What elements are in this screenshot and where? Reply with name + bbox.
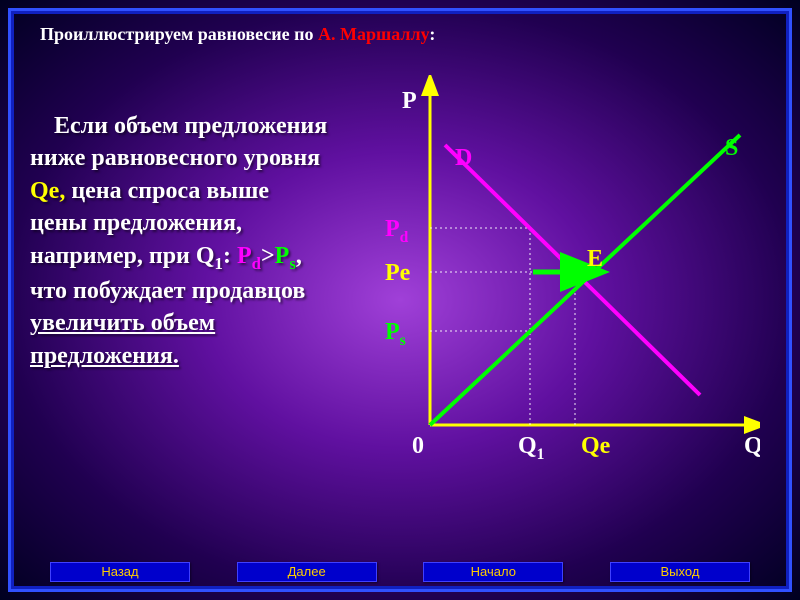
body-gt: > [261,243,275,269]
svg-text:E: E [587,246,603,272]
marshall-chart: P Q 0 D S E Pd Pe Ps Q1 Qe [370,75,760,485]
title-prefix: Проиллюстрируем равновесие по [40,24,318,44]
home-button[interactable]: Начало [423,562,563,582]
body-t3: : [223,243,237,269]
body-q1sub: 1 [215,253,223,272]
body-pd-base: P [237,243,252,269]
slide-title: Проиллюстрируем равновесие по А. Маршалл… [40,24,760,45]
body-qe: Qe, [30,178,65,204]
title-accent: А. Маршаллу [318,24,429,44]
exit-button[interactable]: Выход [610,562,750,582]
svg-text:Q: Q [744,433,760,459]
next-button[interactable]: Далее [237,562,377,582]
body-emph: увеличить объем предложения. [30,310,215,368]
back-button[interactable]: Назад [50,562,190,582]
svg-text:Pd: Pd [385,216,409,246]
svg-text:D: D [455,145,472,171]
svg-text:Pe: Pe [385,260,411,286]
svg-text:Q1: Q1 [518,433,544,463]
body-pd: Pd [237,243,261,269]
body-t1: Если объем предложения ниже равновесного… [30,113,333,171]
svg-text:P: P [402,88,417,114]
body-text: Если объем предложения ниже равновесного… [30,110,330,372]
body-pd-sub: d [252,253,261,272]
body-ps-base: P [275,243,290,269]
nav-bar: Назад Далее Начало Выход [50,562,750,582]
body-ps: Ps [275,243,296,269]
svg-text:0: 0 [412,433,424,459]
svg-text:S: S [725,135,738,161]
svg-text:Ps: Ps [385,319,406,349]
svg-text:Qe: Qe [581,433,611,459]
title-suffix: : [429,24,435,44]
